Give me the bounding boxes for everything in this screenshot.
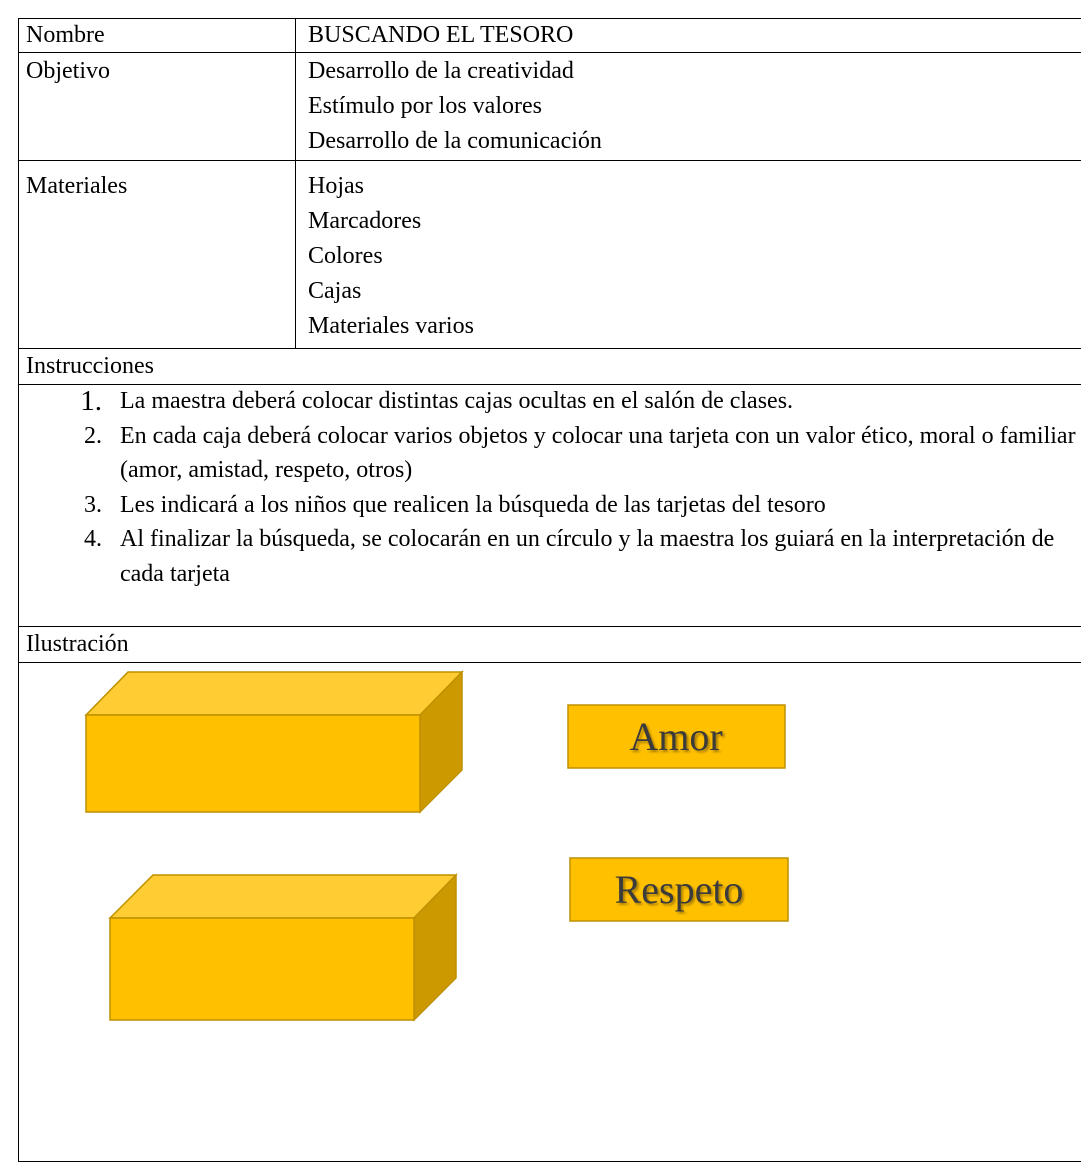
row-label: Objetivo — [26, 58, 110, 84]
row-value: Colores — [308, 243, 383, 269]
step-number: 4. — [84, 526, 102, 552]
row-value: Cajas — [308, 278, 362, 304]
illustration: Amor Respeto — [84, 670, 789, 1022]
row-value: Desarrollo de la comunicación — [308, 128, 602, 154]
row-label: Materiales — [26, 173, 128, 199]
step: 4. Al finalizar la búsqueda, se colocarán… — [18, 522, 1081, 591]
step-text: La maestra deberá colocar distintas caja… — [120, 388, 794, 414]
box-top — [84, 671, 464, 716]
step-text: En cada caja deberá colocar varios objet… — [120, 422, 1076, 484]
step-number: 2. — [84, 422, 102, 449]
step: 2. En cada caja deberá colocar varios obj… — [18, 419, 1081, 488]
box-front — [85, 714, 421, 813]
step-text: Les indicará a los niños que realicen la… — [120, 491, 826, 518]
step: 1. La maestra deberá colocar distintas ca… — [18, 384, 1081, 419]
box-front — [109, 917, 415, 1021]
row-value: Materiales varios — [308, 313, 474, 339]
step-number: 3. — [84, 491, 102, 518]
step-number: 1. — [80, 385, 102, 417]
card-label: Respeto — [615, 867, 744, 912]
row-value: Estímulo por los valores — [308, 93, 542, 119]
step-text: Al finalizar la búsqueda, se colocarán e… — [120, 526, 1055, 587]
card-label: Amor — [629, 714, 722, 759]
step: 3. Les indicará a los niños que realicen … — [18, 488, 1081, 523]
card — [567, 704, 786, 769]
row-value: BUSCANDO EL TESORO — [308, 22, 574, 48]
box — [108, 873, 458, 1022]
box-top — [108, 874, 458, 919]
row-value: Marcadores — [308, 208, 422, 234]
row-value: Hojas — [308, 173, 364, 199]
step-list: 1. La maestra deberá colocar distintas ca… — [18, 384, 1081, 591]
page: Nombre BUSCANDO EL TESORO Objetivo Desar… — [18, 18, 1081, 1162]
box — [84, 670, 464, 814]
row-label: Nombre — [26, 22, 105, 48]
card — [569, 857, 789, 922]
row-value: Desarrollo de la creatividad — [308, 58, 574, 84]
section-title: Ilustración — [26, 631, 129, 657]
section-title: Instrucciones — [26, 353, 154, 379]
